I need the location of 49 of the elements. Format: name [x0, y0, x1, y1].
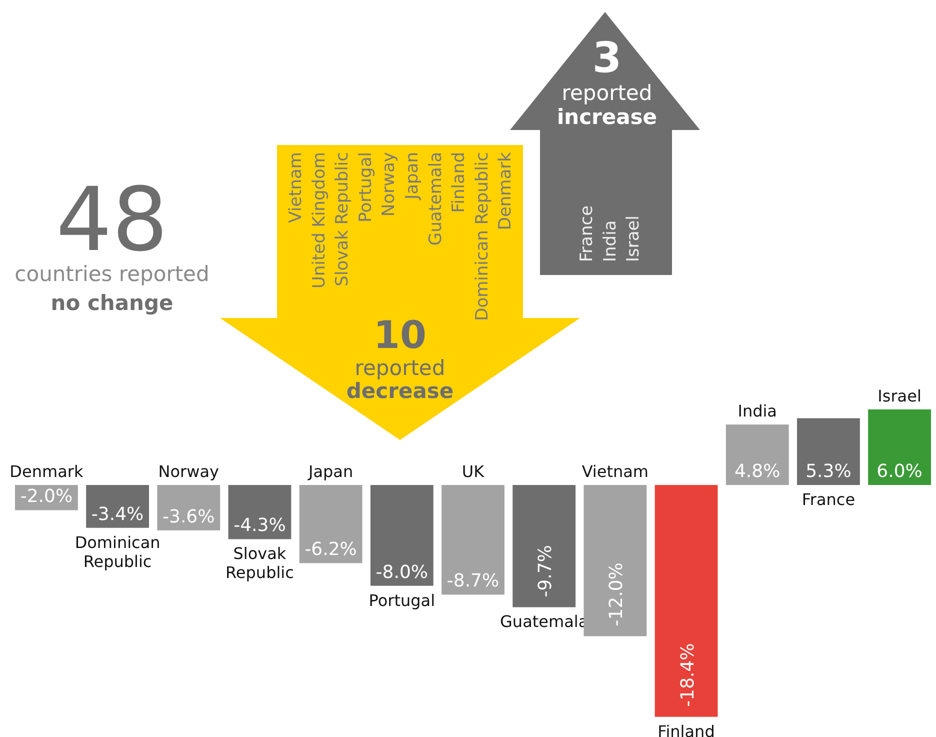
bar [584, 485, 647, 636]
text: reported [562, 81, 652, 105]
data-label: -12.0% [606, 562, 628, 626]
text: 3 [592, 33, 622, 82]
data-label: 5.3% [806, 461, 852, 482]
text: Finland [449, 152, 470, 213]
x-tick-label: Norway [158, 462, 219, 481]
text: Vietnam [286, 152, 306, 223]
data-label: -3.4% [91, 504, 144, 525]
text: no change [50, 291, 174, 315]
x-tick-label: Vietnam [582, 462, 649, 481]
text: Norway [379, 152, 400, 216]
x-tick-label: Japan [308, 462, 354, 481]
text: Denmark [496, 152, 516, 230]
bar [228, 485, 292, 540]
data-label: 6.0% [876, 461, 922, 482]
bar [370, 485, 434, 586]
text: France [577, 205, 597, 262]
data-label: -6.2% [304, 539, 357, 560]
text: increase [556, 105, 658, 129]
bar [299, 485, 362, 564]
text: Japan [402, 152, 422, 200]
bar [86, 485, 150, 528]
x-tick-label: UK [462, 462, 485, 481]
text: Slovak Republic [332, 152, 353, 286]
data-label: 4.8% [734, 461, 780, 482]
text: decrease [346, 379, 454, 403]
data-label: -2.0% [20, 486, 73, 508]
bar [726, 424, 789, 485]
x-tick-label: Denmark [10, 462, 84, 481]
data-label: -9.7% [535, 544, 556, 598]
data-label: -8.7% [446, 570, 500, 592]
data-label: -4.3% [234, 515, 286, 536]
text: Portugal [356, 152, 376, 222]
text: Israel [624, 216, 644, 262]
data-label: -8.0% [376, 562, 428, 583]
text: Guatemala [426, 152, 446, 246]
data-label: -18.4% [677, 643, 698, 707]
text: India [600, 220, 620, 262]
bar [512, 485, 576, 608]
data-label: -3.6% [162, 506, 215, 528]
text: reported [354, 356, 446, 380]
bar [654, 485, 718, 717]
bar [157, 485, 220, 530]
text: 10 [374, 313, 426, 357]
bar [442, 485, 504, 595]
bar [868, 409, 931, 485]
bar [796, 418, 860, 485]
text: United Kingdom [309, 152, 330, 288]
